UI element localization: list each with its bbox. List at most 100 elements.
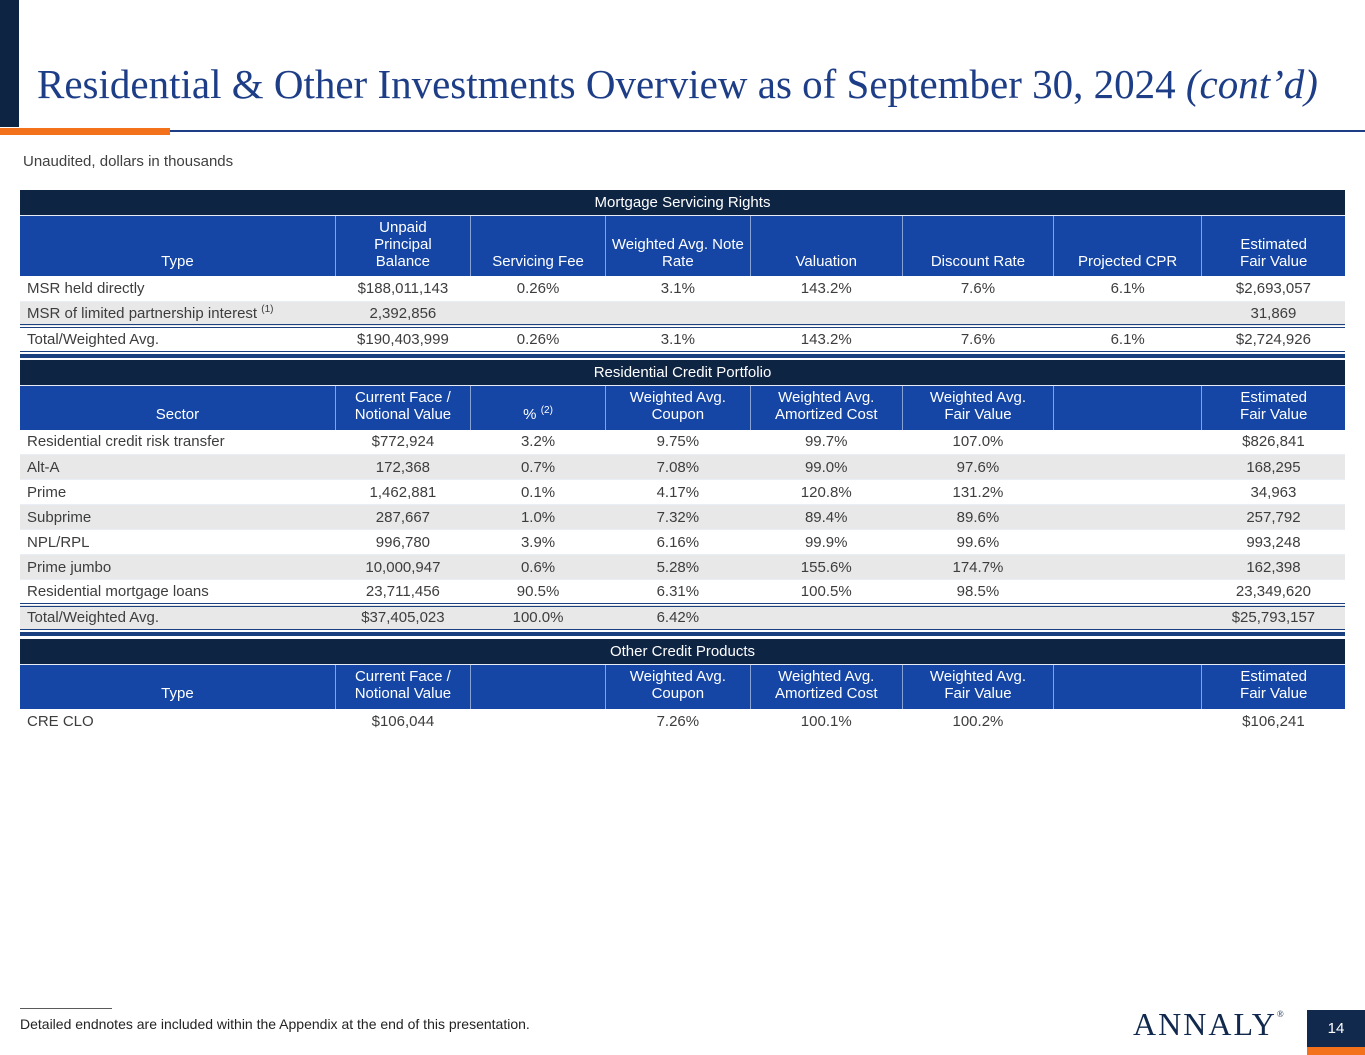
- table-cell: 98.5%: [902, 579, 1054, 606]
- total-row: Total/Weighted Avg. $37,405,023 100.0% 6…: [20, 602, 1345, 631]
- table-cell: 90.5%: [470, 579, 606, 606]
- table-cell: $826,841: [1201, 429, 1345, 456]
- msr-table: Type Unpaid Principal Balance Servicing …: [20, 216, 1345, 352]
- table-cell: 31,869: [1201, 301, 1345, 327]
- column-header: Current Face / Notional Value: [334, 665, 471, 709]
- column-header: Weighted Avg. Coupon: [605, 665, 751, 709]
- table-cell: Subprime: [20, 504, 336, 531]
- ocp-table: Type Current Face / Notional Value Weigh…: [20, 665, 1345, 734]
- column-header: [1052, 386, 1202, 430]
- column-header: Estimated Fair Value: [1201, 665, 1345, 709]
- table-cell: [1053, 708, 1202, 734]
- table-cell: Total/Weighted Avg.: [20, 602, 336, 631]
- table-cell: 257,792: [1201, 504, 1345, 531]
- page-title: Residential & Other Investments Overview…: [37, 60, 1318, 108]
- table-cell: 1.0%: [470, 504, 606, 531]
- title-underline-orange: [0, 128, 170, 135]
- table-cell: [750, 602, 903, 631]
- endnote-divider: [20, 1008, 112, 1009]
- table-cell: 6.16%: [605, 529, 751, 556]
- table-title: Other Credit Products: [20, 639, 1345, 665]
- table-cell: 287,667: [335, 504, 471, 531]
- page-title-contd: (cont’d): [1185, 61, 1318, 107]
- column-header: Projected CPR: [1052, 216, 1202, 277]
- table-title: Residential Credit Portfolio: [20, 360, 1345, 386]
- column-header: Type: [20, 216, 336, 277]
- table-cell: 99.9%: [750, 529, 903, 556]
- table-cell: 97.6%: [902, 454, 1054, 481]
- title-underline-navy: [170, 130, 1365, 132]
- table-cell: 34,963: [1201, 479, 1345, 506]
- footnote-marker: (2): [540, 404, 553, 416]
- row-label: MSR of limited partnership interest: [27, 304, 258, 322]
- table-cell: $25,793,157: [1201, 602, 1345, 631]
- table-cell: 7.08%: [605, 454, 751, 481]
- table-bottom-rule: [20, 632, 1345, 637]
- table-cell: 89.6%: [902, 504, 1054, 531]
- table-row: Residential credit risk transfer $772,92…: [20, 429, 1345, 456]
- column-header: Weighted Avg. Fair Value: [901, 665, 1054, 709]
- table-bottom-rule: [20, 353, 1345, 358]
- page-number-box: 14: [1307, 1010, 1365, 1047]
- table-row: MSR held directly $188,011,143 0.26% 3.1…: [20, 276, 1345, 302]
- table-cell: 3.2%: [470, 429, 606, 456]
- subtitle-unaudited: Unaudited, dollars in thousands: [23, 153, 234, 170]
- table-cell: [902, 602, 1054, 631]
- endnote-text: Detailed endnotes are included within th…: [20, 1016, 530, 1032]
- table-cell: 23,711,456: [335, 579, 471, 606]
- table-cell: 131.2%: [902, 479, 1054, 506]
- rcp-table: Sector Current Face / Notional Value % (…: [20, 386, 1345, 631]
- table-cell: 7.26%: [605, 708, 751, 734]
- column-header: Unpaid Principal Balance: [334, 216, 471, 277]
- table-cell: 6.31%: [605, 579, 751, 606]
- table-cell: 0.6%: [470, 554, 606, 581]
- column-header: Current Face / Notional Value: [334, 386, 471, 430]
- column-header: Weighted Avg. Fair Value: [901, 386, 1054, 430]
- table-cell: [470, 708, 606, 734]
- table-cell: 10,000,947: [335, 554, 471, 581]
- column-header: Weighted Avg. Amortized Cost: [749, 665, 903, 709]
- table-cell: [1053, 579, 1202, 606]
- table-cell: [1053, 554, 1202, 581]
- table-cell: 100.1%: [750, 708, 903, 734]
- table-cell: 0.26%: [470, 324, 606, 352]
- table-cell: $2,693,057: [1201, 276, 1345, 302]
- table-cell: $37,405,023: [335, 602, 471, 631]
- table-cell: MSR of limited partnership interest (1): [20, 301, 336, 327]
- annaly-wordmark: ANNALY: [1133, 1006, 1277, 1042]
- column-header: % (2): [469, 386, 606, 430]
- column-header: Discount Rate: [901, 216, 1054, 277]
- table-cell: 7.6%: [902, 324, 1054, 352]
- table-row: Prime 1,462,881 0.1% 4.17% 120.8% 131.2%…: [20, 479, 1345, 506]
- table-cell: $106,044: [335, 708, 471, 734]
- table-cell: 100.0%: [470, 602, 606, 631]
- table-cell: $188,011,143: [335, 276, 471, 302]
- table-cell: [605, 301, 751, 327]
- table-cell: 100.5%: [750, 579, 903, 606]
- table-cell: NPL/RPL: [20, 529, 336, 556]
- column-header: Estimated Fair Value: [1201, 216, 1345, 277]
- table-cell: 4.17%: [605, 479, 751, 506]
- table-cell: 172,368: [335, 454, 471, 481]
- table-cell: 107.0%: [902, 429, 1054, 456]
- table-cell: 6.1%: [1053, 276, 1202, 302]
- table-cell: 143.2%: [750, 324, 903, 352]
- table-row: Prime jumbo 10,000,947 0.6% 5.28% 155.6%…: [20, 554, 1345, 581]
- footnote-marker: (1): [261, 303, 274, 315]
- header-row: Sector Current Face / Notional Value % (…: [20, 386, 1345, 430]
- table-row: Residential mortgage loans 23,711,456 90…: [20, 579, 1345, 606]
- table-cell: Total/Weighted Avg.: [20, 324, 336, 352]
- table-cell: Residential credit risk transfer: [20, 429, 336, 456]
- table-cell: 0.1%: [470, 479, 606, 506]
- table-cell: [470, 301, 606, 327]
- table-cell: 7.32%: [605, 504, 751, 531]
- column-header: Estimated Fair Value: [1201, 386, 1345, 430]
- page-number: 14: [1327, 1020, 1345, 1037]
- registered-trademark-icon: ®: [1276, 1009, 1284, 1019]
- pct-header: %: [523, 405, 537, 423]
- table-cell: 155.6%: [750, 554, 903, 581]
- table-cell: 89.4%: [750, 504, 903, 531]
- header-row: Type Current Face / Notional Value Weigh…: [20, 665, 1345, 709]
- table-cell: 996,780: [335, 529, 471, 556]
- annaly-logo: ANNALY®: [1133, 1006, 1284, 1043]
